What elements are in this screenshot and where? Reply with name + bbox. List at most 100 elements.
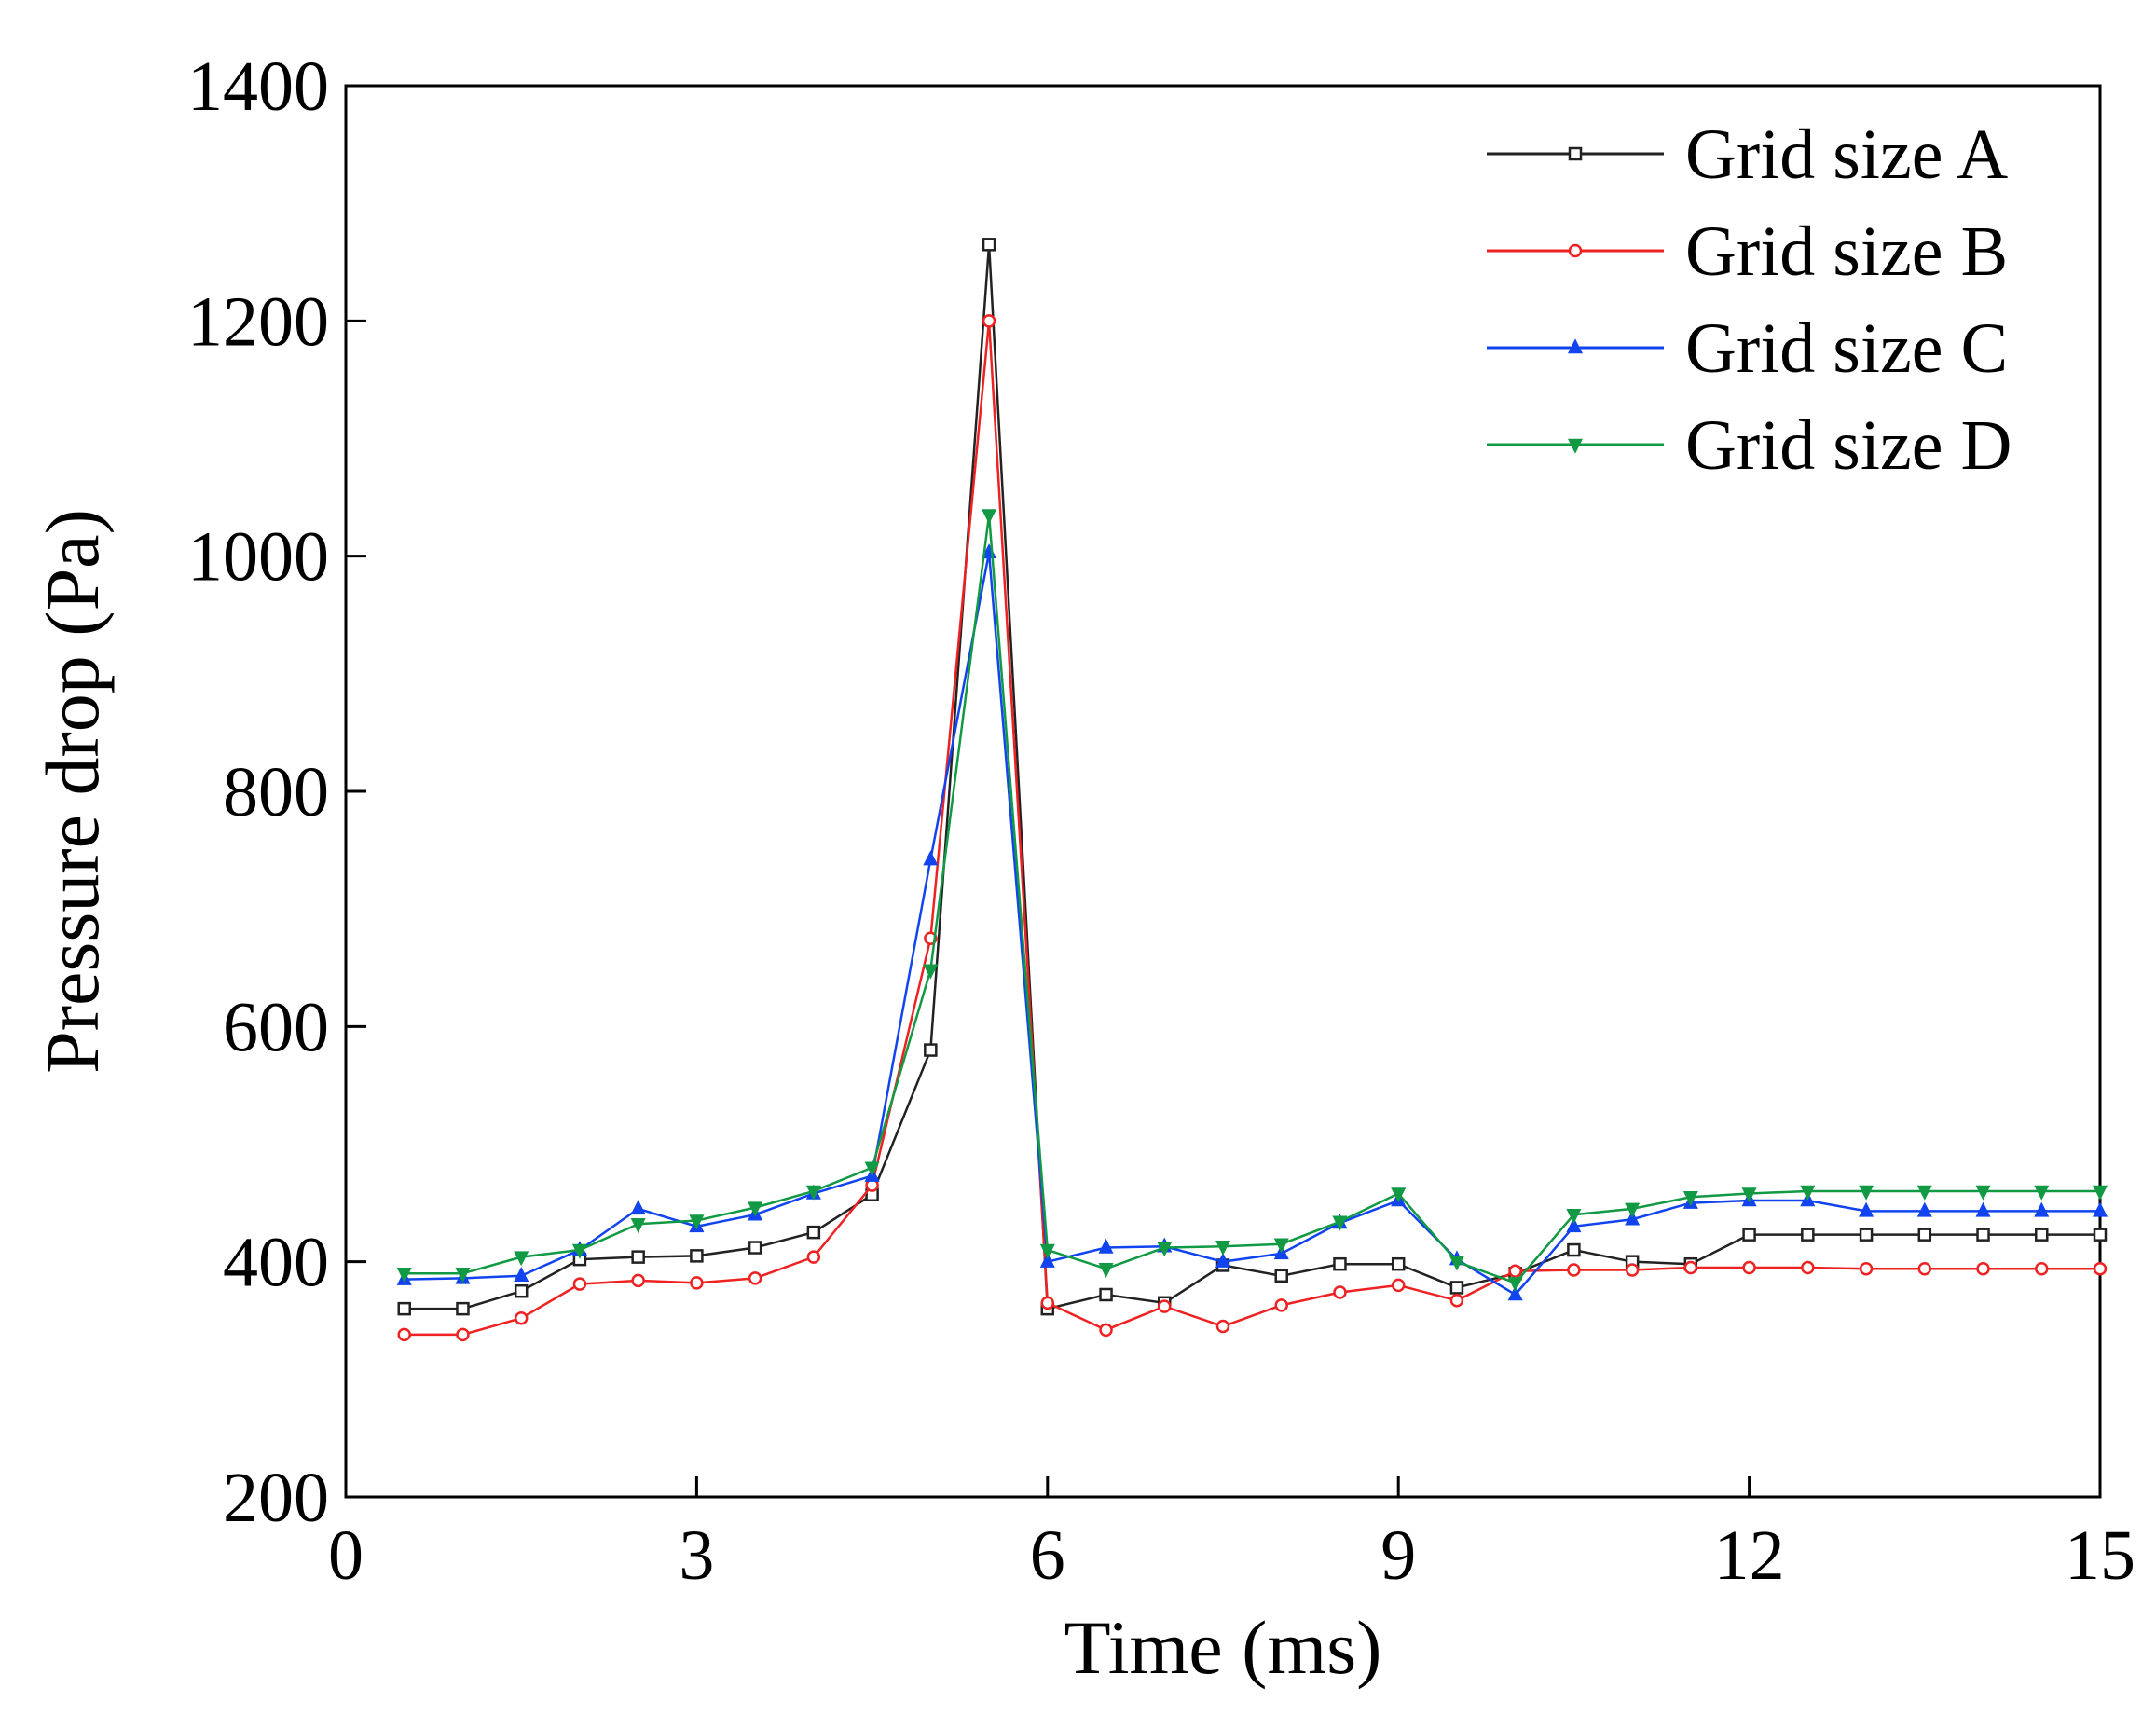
marker xyxy=(631,1273,645,1288)
marker xyxy=(1215,1241,1231,1256)
marker xyxy=(1449,1256,1464,1271)
marker xyxy=(1507,1285,1523,1301)
marker xyxy=(1800,1185,1816,1201)
y-tick-label: 1200 xyxy=(187,282,329,361)
marker xyxy=(1742,1228,1756,1242)
marker xyxy=(572,1277,587,1291)
marker xyxy=(1625,1202,1641,1218)
marker xyxy=(982,238,996,252)
y-tick-label: 800 xyxy=(223,753,329,831)
marker xyxy=(924,1043,938,1057)
marker xyxy=(514,1267,529,1283)
marker xyxy=(1917,1261,1932,1276)
marker xyxy=(1976,1228,1990,1242)
marker xyxy=(1625,1210,1641,1226)
marker xyxy=(1508,1264,1522,1279)
marker xyxy=(1567,1242,1581,1257)
y-tick-label: 1400 xyxy=(187,48,329,126)
series-line xyxy=(404,552,2100,1297)
marker xyxy=(1916,1185,1932,1201)
marker xyxy=(805,1185,821,1201)
marker xyxy=(2035,1228,2049,1242)
y-tick-label: 1000 xyxy=(187,518,329,597)
marker xyxy=(1567,338,1584,354)
legend-label: Grid size B xyxy=(1685,213,2008,291)
marker xyxy=(1683,1260,1698,1275)
marker xyxy=(1157,1242,1173,1257)
marker xyxy=(2034,1185,2050,1201)
marker xyxy=(1801,1228,1815,1242)
marker xyxy=(1449,1281,1464,1295)
marker xyxy=(1976,1261,1990,1276)
marker xyxy=(982,509,997,525)
marker xyxy=(397,1327,411,1342)
marker xyxy=(806,1225,821,1240)
marker xyxy=(923,964,939,980)
x-tick-label: 3 xyxy=(679,1516,714,1595)
marker xyxy=(2035,1261,2049,1276)
marker xyxy=(690,1276,704,1290)
marker xyxy=(397,1301,411,1316)
marker xyxy=(514,1310,529,1325)
marker xyxy=(1215,1252,1231,1268)
marker xyxy=(630,1200,646,1215)
marker xyxy=(1332,1215,1348,1231)
marker xyxy=(1158,1299,1172,1313)
marker xyxy=(1449,1294,1464,1308)
plot-frame xyxy=(344,84,2102,1499)
series-line xyxy=(404,244,2100,1310)
marker xyxy=(690,1249,704,1263)
marker xyxy=(1859,1201,1874,1217)
legend-label: Grid size A xyxy=(1685,116,2008,194)
x-axis-title: Time (ms) xyxy=(1064,1605,1382,1690)
marker xyxy=(2093,1261,2108,1276)
x-tick-label: 15 xyxy=(2065,1516,2135,1595)
marker xyxy=(1975,1185,1991,1201)
marker xyxy=(2092,1201,2108,1217)
marker xyxy=(1917,1228,1932,1242)
marker xyxy=(748,1201,763,1217)
marker xyxy=(456,1327,470,1342)
x-tick-label: 9 xyxy=(1380,1516,1416,1595)
marker xyxy=(689,1214,705,1230)
marker xyxy=(1273,1238,1289,1254)
marker xyxy=(1274,1298,1288,1312)
y-tick-label: 200 xyxy=(223,1459,329,1537)
marker xyxy=(1859,1261,1874,1276)
marker xyxy=(514,1283,529,1298)
marker xyxy=(1859,1185,1874,1201)
marker xyxy=(1916,1201,1932,1217)
marker xyxy=(1568,146,1583,161)
marker xyxy=(1566,1217,1582,1233)
marker xyxy=(1742,1260,1756,1275)
marker xyxy=(456,1301,470,1316)
marker xyxy=(1098,1262,1114,1279)
marker xyxy=(1039,1252,1055,1268)
marker xyxy=(982,314,996,328)
marker xyxy=(1215,1319,1230,1334)
marker xyxy=(1625,1263,1640,1277)
marker xyxy=(1567,438,1584,454)
marker xyxy=(923,850,939,866)
x-tick-label: 12 xyxy=(1714,1516,1785,1595)
marker xyxy=(1507,1277,1523,1293)
series-line xyxy=(404,321,2100,1337)
y-tick-label: 600 xyxy=(223,988,329,1066)
marker xyxy=(631,1250,645,1264)
marker xyxy=(1391,1187,1407,1203)
marker xyxy=(806,1250,821,1264)
series-line xyxy=(404,515,2100,1284)
marker xyxy=(1568,243,1583,258)
marker xyxy=(1040,1296,1055,1310)
marker xyxy=(1274,1269,1288,1283)
marker xyxy=(455,1268,471,1283)
marker xyxy=(1391,1278,1406,1293)
marker xyxy=(1099,1287,1113,1302)
marker xyxy=(864,1161,880,1177)
marker xyxy=(1859,1228,1874,1242)
x-tick-label: 6 xyxy=(1030,1516,1065,1595)
marker xyxy=(748,1271,762,1285)
marker xyxy=(2034,1201,2050,1217)
marker xyxy=(1098,1238,1114,1254)
